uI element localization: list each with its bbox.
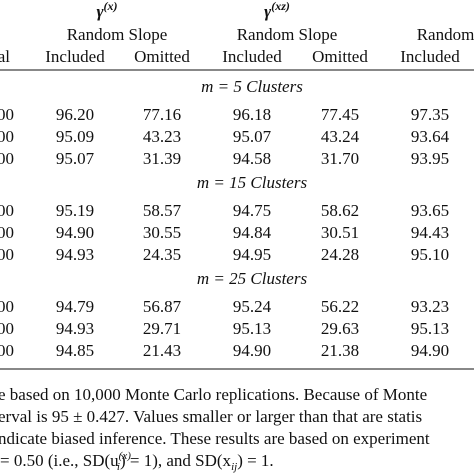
cell: 96.20 (56, 105, 94, 124)
row-label: 00 (0, 341, 14, 360)
row-label: 00 (0, 245, 14, 264)
row-label: 00 (0, 223, 14, 242)
cell: 94.43 (411, 223, 449, 242)
row-label: 00 (0, 297, 14, 316)
section-heading: m = 5 Clusters (201, 77, 303, 96)
group-label: γ(xz) (264, 0, 290, 21)
cell: 29.71 (143, 319, 181, 338)
cell: 30.51 (321, 223, 359, 242)
cell: 94.93 (56, 319, 94, 338)
group-superscript: (x) (104, 0, 118, 13)
cell: 93.65 (411, 201, 449, 220)
cell: 30.55 (143, 223, 181, 242)
cell: 77.45 (321, 105, 359, 124)
cell: 21.38 (321, 341, 359, 360)
footnote-line: = 0.50 (i.e., SD(u(x) i) = 1), and SD(xij… (0, 450, 274, 473)
cell: 94.90 (411, 341, 449, 360)
cell: 94.95 (233, 245, 271, 264)
group-subheader: Random Slope (67, 25, 168, 44)
cell: 77.16 (143, 105, 181, 124)
cell: 56.22 (321, 297, 359, 316)
row-label: 00 (0, 149, 14, 168)
row-label: 00 (0, 127, 14, 146)
footnote-part: i (117, 461, 120, 473)
cell: 94.79 (56, 297, 94, 316)
group-subheader: Random Slope (417, 25, 474, 44)
row-label: 00 (0, 201, 14, 220)
cell: 96.18 (233, 105, 271, 124)
group-label: γ(x) (96, 0, 117, 21)
cell: 95.13 (411, 319, 449, 338)
cell: 56.87 (143, 297, 182, 316)
cell: 21.43 (143, 341, 181, 360)
footnote-line: ndicate biased inference. These results … (0, 429, 430, 448)
cell: 94.75 (233, 201, 271, 220)
cell: 95.07 (56, 149, 95, 168)
cell: 95.24 (233, 297, 272, 316)
cell: 24.28 (321, 245, 359, 264)
cell: 58.57 (143, 201, 182, 220)
group-symbol: γ (264, 2, 272, 21)
cell: 93.95 (411, 149, 449, 168)
cell: 43.24 (321, 127, 360, 146)
section-heading: m = 15 Clusters (197, 173, 308, 192)
footnote-line: e based on 10,000 Monte Carlo replicatio… (0, 385, 427, 404)
footnote-part: = 0.50 (i.e., SD(u (0, 451, 119, 470)
group-superscript: (xz) (271, 0, 290, 13)
group-symbol: γ (96, 2, 104, 21)
cell: 93.64 (411, 127, 450, 146)
cell: 94.93 (56, 245, 94, 264)
cell: 58.62 (321, 201, 359, 220)
cell: 93.23 (411, 297, 449, 316)
cell: 94.84 (233, 223, 272, 242)
cell: 94.85 (56, 341, 94, 360)
cell: 95.10 (411, 245, 449, 264)
cell: 94.90 (233, 341, 271, 360)
column-header: tal (0, 47, 10, 66)
footnote-part: ) = 1), and SD(x (120, 451, 232, 470)
column-header: Omitted (134, 47, 190, 66)
row-label: 00 (0, 319, 14, 338)
column-header: Included (222, 47, 282, 66)
footnote-part: (x) (119, 450, 132, 462)
footnote-part: ij (231, 461, 237, 473)
cell: 95.13 (233, 319, 271, 338)
cell: 95.07 (233, 127, 272, 146)
cell: 29.63 (321, 319, 359, 338)
cell: 95.09 (56, 127, 94, 146)
cell: 97.35 (411, 105, 449, 124)
group-subheader: Random Slope (237, 25, 338, 44)
cell: 94.90 (56, 223, 94, 242)
column-header: Omitted (312, 47, 368, 66)
cell: 31.70 (321, 149, 359, 168)
column-header: Included (45, 47, 105, 66)
cell: 43.23 (143, 127, 181, 146)
section-heading: m = 25 Clusters (197, 269, 308, 288)
cell: 24.35 (143, 245, 181, 264)
footnote-part: ) = 1. (237, 451, 274, 470)
cell: 95.19 (56, 201, 94, 220)
cell: 94.58 (233, 149, 271, 168)
footnote-line: erval is 95 ± 0.427. Values smaller or l… (0, 407, 422, 426)
row-label: 00 (0, 105, 14, 124)
column-header: Included (400, 47, 460, 66)
cell: 31.39 (143, 149, 181, 168)
